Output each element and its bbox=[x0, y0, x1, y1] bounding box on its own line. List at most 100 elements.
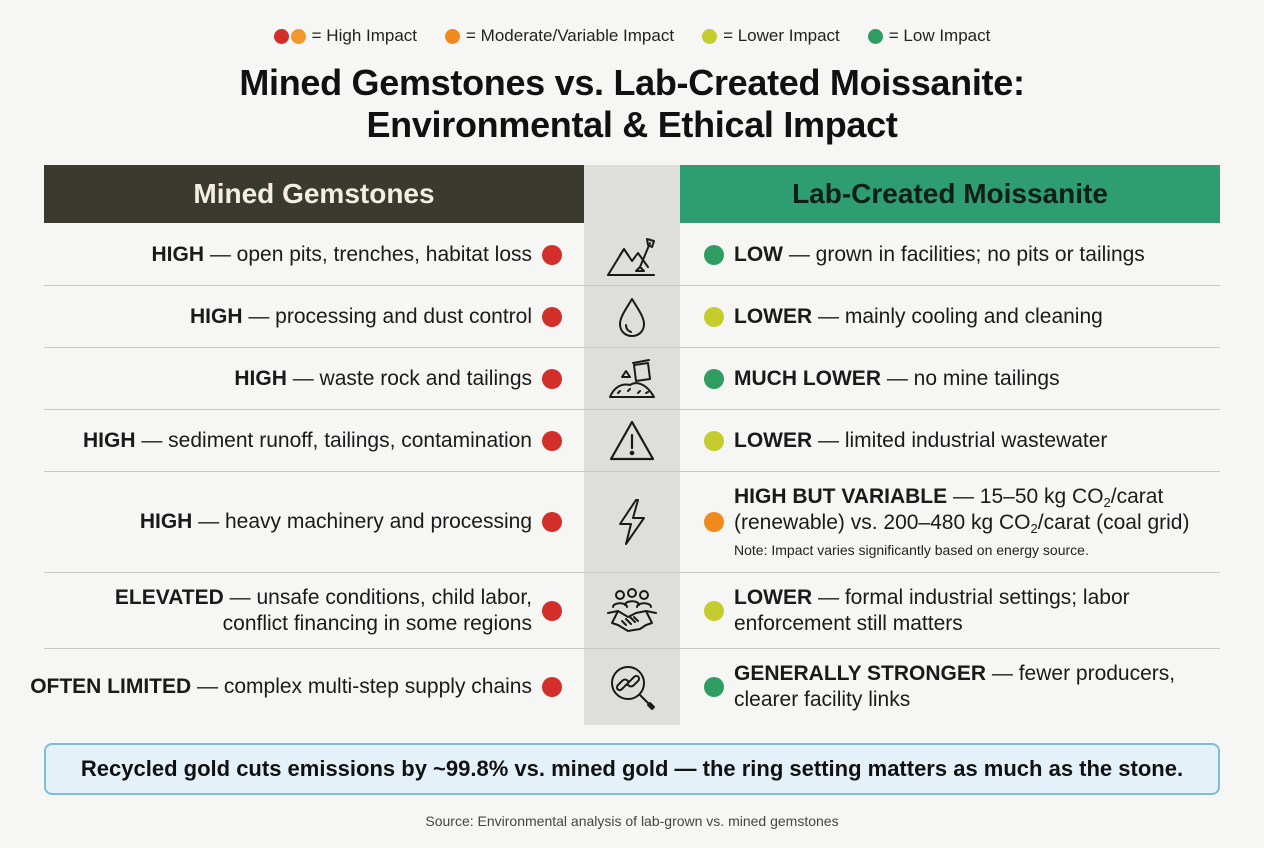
yellow-green-dot-icon bbox=[702, 28, 718, 44]
mined-rating: OFTEN LIMITED bbox=[30, 675, 192, 698]
moissanite-detail: — limited industrial wastewater bbox=[812, 428, 1108, 452]
moissanite-rating: LOWER bbox=[734, 304, 813, 328]
mined-text: HIGH — open pits, trenches, habitat loss bbox=[151, 242, 532, 268]
yellow-green-dot-icon bbox=[704, 430, 724, 451]
subscript: 2 bbox=[1030, 521, 1038, 536]
people-handshake-icon bbox=[584, 573, 680, 648]
moissanite-cell: LOWER — limited industrial wastewater bbox=[734, 410, 1224, 471]
title-line-2: Environmental & Ethical Impact bbox=[366, 104, 898, 145]
mined-text: HIGH — sediment runoff, tailings, contam… bbox=[83, 428, 532, 454]
mined-detail: — heavy machinery and processing bbox=[192, 510, 532, 533]
moissanite-detail-2: clearer facility links bbox=[734, 688, 911, 711]
legend-item-low: = Low Impact bbox=[867, 26, 991, 46]
red-dot-icon bbox=[542, 600, 562, 621]
energy-note: Note: Impact varies significantly based … bbox=[734, 542, 1089, 558]
green-dot-icon bbox=[867, 28, 883, 44]
mining-mountain-shovel-icon bbox=[584, 224, 680, 285]
mined-cell: HIGH — open pits, trenches, habitat loss bbox=[44, 224, 574, 285]
moissanite-detail: — formal industrial settings; labor bbox=[812, 585, 1130, 609]
moissanite-text: LOWER — formal industrial settings; labo… bbox=[734, 585, 1224, 637]
legend-item-high: = High Impact bbox=[273, 26, 418, 46]
table-row: HIGH — open pits, trenches, habitat loss… bbox=[44, 224, 1220, 286]
mined-text: ELEVATED — unsafe conditions, child labo… bbox=[115, 585, 532, 637]
moissanite-text: LOW — grown in facilities; no pits or ta… bbox=[734, 242, 1224, 268]
moissanite-rating: LOWER bbox=[734, 428, 813, 452]
moissanite-cell: LOWER — formal industrial settings; labo… bbox=[734, 573, 1224, 648]
mined-rating: HIGH bbox=[190, 304, 243, 328]
mined-cell: HIGH — waste rock and tailings bbox=[44, 348, 574, 409]
mined-detail-2: conflict financing in some regions bbox=[222, 611, 532, 635]
legend-label-lower: = Lower Impact bbox=[723, 26, 840, 45]
moissanite-detail-d: /carat (coal grid) bbox=[1037, 511, 1190, 534]
header-mined-gemstones: Mined Gemstones bbox=[44, 165, 584, 223]
chain-link-magnifier-icon bbox=[584, 649, 680, 725]
water-drop-icon bbox=[584, 286, 680, 347]
moissanite-detail: — no mine tailings bbox=[880, 366, 1060, 390]
green-dot-icon bbox=[704, 368, 724, 389]
green-dot-icon bbox=[704, 677, 724, 697]
moissanite-cell: LOW — grown in facilities; no pits or ta… bbox=[734, 224, 1224, 285]
mined-detail: — open pits, trenches, habitat loss bbox=[203, 242, 532, 266]
legend: = High Impact = Moderate/Variable Impact… bbox=[0, 24, 1264, 48]
moissanite-text: LOWER — mainly cooling and cleaning bbox=[734, 304, 1224, 330]
moissanite-detail: — mainly cooling and cleaning bbox=[812, 304, 1103, 328]
red-dot-icon bbox=[542, 430, 562, 451]
waste-pile-icon bbox=[584, 348, 680, 409]
mined-cell: HIGH — processing and dust control bbox=[44, 286, 574, 347]
mined-cell: ELEVATED — unsafe conditions, child labo… bbox=[44, 573, 574, 648]
mined-text: HIGH — waste rock and tailings bbox=[234, 366, 532, 392]
yellow-green-dot-icon bbox=[704, 600, 724, 621]
moissanite-text-line-1: HIGH BUT VARIABLE — 15–50 kg CO2/carat bbox=[734, 484, 1224, 510]
moissanite-detail: — grown in facilities; no pits or tailin… bbox=[782, 242, 1145, 266]
mined-cell: HIGH — sediment runoff, tailings, contam… bbox=[44, 410, 574, 471]
mined-detail: — processing and dust control bbox=[242, 304, 532, 328]
moissanite-cell: GENERALLY STRONGER — fewer producers, cle… bbox=[734, 649, 1224, 725]
title-line-1: Mined Gemstones vs. Lab-Created Moissani… bbox=[239, 62, 1025, 103]
green-dot-icon bbox=[704, 244, 724, 265]
mined-rating: HIGH bbox=[83, 428, 136, 452]
moissanite-rating: GENERALLY STRONGER bbox=[734, 662, 987, 685]
mined-rating: ELEVATED bbox=[114, 585, 224, 609]
header-lab-moissanite: Lab-Created Moissanite bbox=[680, 165, 1220, 223]
red-dot-icon bbox=[542, 244, 562, 265]
lightning-bolt-icon bbox=[584, 472, 680, 572]
legend-label-high: = High Impact bbox=[311, 26, 418, 45]
table-row: HIGH — heavy machinery and processing HI… bbox=[44, 472, 1220, 573]
moissanite-cell: MUCH LOWER — no mine tailings bbox=[734, 348, 1224, 409]
mined-cell: OFTEN LIMITED — complex multi-step suppl… bbox=[14, 649, 574, 725]
moissanite-detail-b: /carat bbox=[1110, 485, 1164, 508]
table-row: HIGH — sediment runoff, tailings, contam… bbox=[44, 410, 1220, 472]
source-note: Source: Environmental analysis of lab-gr… bbox=[425, 813, 839, 829]
moissanite-text-line-2: (renewable) vs. 200–480 kg CO2/carat (co… bbox=[734, 510, 1224, 536]
warning-triangle-icon bbox=[584, 410, 680, 471]
legend-item-lower: = Lower Impact bbox=[702, 26, 840, 46]
red-dot-icon bbox=[542, 306, 562, 327]
mined-detail: — waste rock and tailings bbox=[286, 366, 532, 390]
red-dot-icon bbox=[542, 368, 562, 389]
moissanite-rating: HIGH BUT VARIABLE bbox=[734, 485, 948, 508]
mined-detail: — complex multi-step supply chains bbox=[191, 675, 532, 698]
moissanite-text: GENERALLY STRONGER — fewer producers, cle… bbox=[734, 661, 1224, 713]
mined-detail: — unsafe conditions, child labor, bbox=[223, 585, 532, 609]
page-title: Mined Gemstones vs. Lab-Created Moissani… bbox=[0, 62, 1264, 146]
legend-item-moderate: = Moderate/Variable Impact bbox=[445, 26, 674, 46]
mined-rating: HIGH bbox=[151, 242, 204, 266]
moissanite-text: LOWER — limited industrial wastewater bbox=[734, 428, 1224, 454]
red-dot-icon bbox=[542, 677, 562, 697]
mined-rating: HIGH bbox=[139, 510, 193, 533]
subscript: 2 bbox=[1103, 495, 1111, 510]
mined-rating: HIGH bbox=[234, 366, 287, 390]
moissanite-detail: — fewer producers, bbox=[986, 662, 1176, 685]
moissanite-detail-a: — 15–50 kg CO bbox=[947, 485, 1104, 508]
orange-dot-icon bbox=[445, 28, 461, 44]
legend-label-moderate: = Moderate/Variable Impact bbox=[466, 26, 675, 45]
red-dot-icon bbox=[542, 512, 562, 532]
moissanite-detail-2: enforcement still matters bbox=[734, 611, 963, 635]
table-row: ELEVATED — unsafe conditions, child labo… bbox=[44, 573, 1220, 649]
legend-label-low: = Low Impact bbox=[888, 26, 991, 45]
mined-detail: — sediment runoff, tailings, contaminati… bbox=[135, 428, 532, 452]
moissanite-rating: LOWER bbox=[734, 585, 813, 609]
moissanite-rating: MUCH LOWER bbox=[734, 366, 881, 390]
red-dot-icon bbox=[273, 28, 289, 44]
moissanite-cell: LOWER — mainly cooling and cleaning bbox=[734, 286, 1224, 347]
